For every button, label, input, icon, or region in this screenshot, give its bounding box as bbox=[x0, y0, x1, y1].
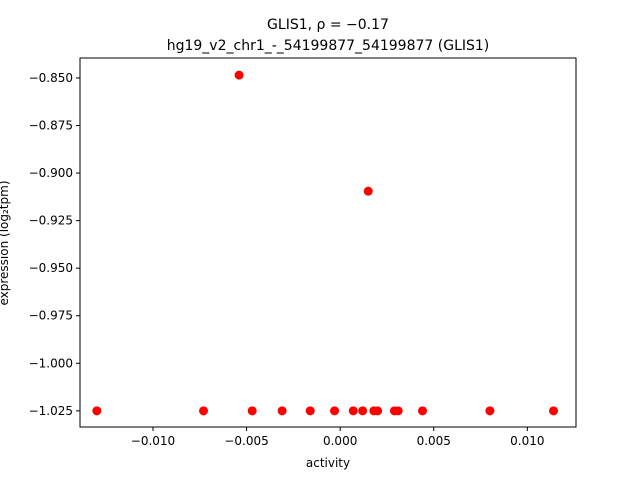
data-point-3 bbox=[92, 406, 102, 416]
y-tick-label: −0.975 bbox=[29, 309, 73, 323]
data-point-12 bbox=[373, 406, 383, 416]
plot-frame bbox=[79, 57, 577, 428]
y-tick-label: −0.875 bbox=[29, 119, 73, 133]
data-points bbox=[92, 70, 559, 416]
data-point-9 bbox=[348, 406, 358, 416]
data-point-1 bbox=[234, 70, 244, 80]
y-tick-label: −0.950 bbox=[29, 261, 73, 275]
y-axis-ticks: −0.850 −0.875 −0.900 −0.925 −0.950 −0.975 −1.0… bbox=[29, 71, 80, 418]
x-tick-label: 0.005 bbox=[417, 434, 451, 448]
data-point-5 bbox=[247, 406, 257, 416]
data-point-6 bbox=[277, 406, 287, 416]
x-tick-label: 0.010 bbox=[510, 434, 544, 448]
x-tick-label: −0.010 bbox=[131, 434, 175, 448]
data-point-8 bbox=[330, 406, 340, 416]
data-point-2 bbox=[363, 186, 373, 196]
y-tick-label: −1.000 bbox=[29, 356, 73, 370]
y-tick-label: −0.900 bbox=[29, 166, 73, 180]
data-point-7 bbox=[305, 406, 315, 416]
data-point-17 bbox=[549, 406, 559, 416]
x-axis-ticks: −0.010 −0.005 0.000 0.005 0.010 bbox=[131, 427, 545, 448]
chart-title-line-2: hg19_v2_chr1_-_54199877_54199877 (GLIS1) bbox=[167, 38, 490, 54]
data-point-15 bbox=[418, 406, 428, 416]
data-point-4 bbox=[199, 406, 209, 416]
y-tick-label: −1.025 bbox=[29, 404, 73, 418]
y-tick-label: −0.925 bbox=[29, 214, 73, 228]
y-tick-label: −0.850 bbox=[29, 71, 73, 85]
x-axis-label: activity bbox=[306, 456, 350, 470]
x-tick-label: 0.000 bbox=[323, 434, 357, 448]
chart-title-line-1: GLIS1, ρ = −0.17 bbox=[267, 17, 389, 33]
data-point-10 bbox=[358, 406, 368, 416]
y-axis-label: expression (log₂tpm) bbox=[0, 180, 11, 305]
data-point-16 bbox=[485, 406, 495, 416]
x-tick-label: −0.005 bbox=[224, 434, 268, 448]
data-point-14 bbox=[393, 406, 403, 416]
